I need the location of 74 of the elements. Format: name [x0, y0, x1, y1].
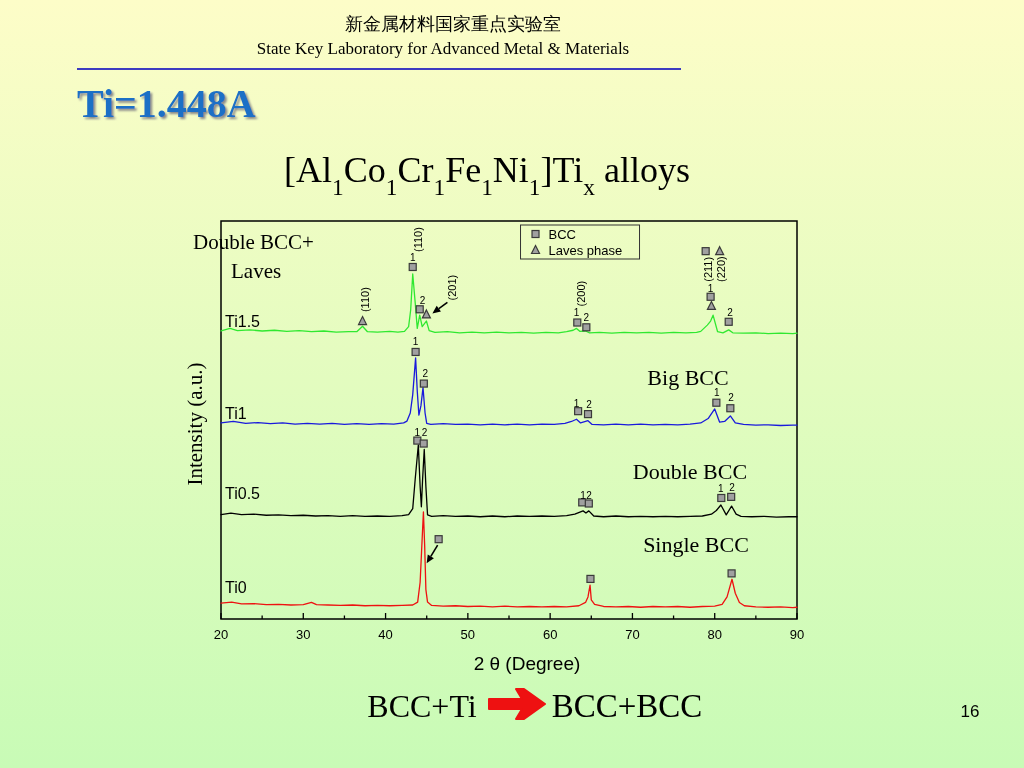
annotation: 2 — [727, 307, 734, 319]
point — [419, 439, 428, 448]
annotation: 1 — [714, 386, 721, 398]
point — [415, 305, 424, 314]
annotation: 2 — [586, 399, 593, 411]
text: BCC+BCC — [551, 688, 703, 724]
x-tick-label: 30 — [296, 627, 311, 642]
point — [727, 569, 736, 578]
point — [584, 499, 593, 508]
point — [712, 398, 721, 407]
point — [717, 493, 726, 503]
annotation: 1 — [580, 490, 587, 502]
point — [408, 262, 417, 272]
x-axis-title: 2 θ (Degree) — [473, 653, 581, 674]
annotation: 1 — [412, 335, 419, 347]
point — [421, 309, 431, 319]
x-tick-label: 90 — [789, 627, 805, 642]
series-label: Ti0.5 — [225, 484, 261, 502]
point — [727, 492, 736, 501]
text: State Key Laboratory for Advanced Metal & Materials — [256, 39, 630, 58]
annotation: 2 — [419, 295, 426, 307]
point — [706, 300, 717, 311]
x-tick-label: 50 — [460, 627, 476, 642]
text: BCC+Ti — [367, 688, 477, 724]
text: Ti=1.448A — [77, 81, 256, 126]
annotation: Single BCC — [643, 532, 749, 557]
point — [411, 347, 420, 357]
point — [434, 535, 443, 544]
series-label: Ti0 — [225, 579, 247, 597]
annotation: (201) — [446, 274, 459, 301]
annotation: (200) — [575, 280, 588, 307]
annotation: 2 — [586, 490, 593, 502]
annotation: (110) — [358, 287, 371, 313]
annotation: Double BCC — [632, 459, 748, 484]
annotation: 1 — [707, 282, 714, 294]
annotation: 1 — [573, 307, 580, 319]
point — [724, 317, 733, 326]
annotation: (211) — [701, 256, 714, 282]
annotation: 2 — [583, 312, 590, 324]
annotation: 1 — [414, 427, 421, 439]
annotation: 2 — [422, 367, 429, 379]
point — [582, 323, 591, 332]
series-label: Ti1.5 — [225, 312, 261, 330]
annotation: 1 — [718, 483, 725, 495]
text: 新金属材料国家重点实验室 — [345, 14, 561, 34]
annotation: (220) — [715, 256, 728, 282]
point — [726, 404, 735, 413]
text: 16 — [960, 702, 980, 721]
series-label: Ti1 — [225, 404, 247, 422]
point — [586, 574, 595, 584]
annotation: 2 — [729, 481, 736, 493]
x-tick-label: 80 — [707, 627, 722, 642]
x-tick-label: 20 — [213, 627, 229, 642]
legend-label: BCC — [548, 227, 576, 242]
annotation: 2 — [728, 392, 735, 404]
point — [715, 246, 725, 256]
point — [413, 436, 422, 445]
annotation: (110) — [411, 227, 424, 252]
legend-label: Laves phase — [548, 243, 623, 258]
annotation: 1 — [573, 398, 580, 410]
point — [706, 292, 715, 301]
point — [701, 247, 710, 256]
annotation: 1 — [409, 252, 416, 264]
x-tick-label: 40 — [378, 627, 393, 642]
y-axis-title: Intensity (a.u.) — [183, 362, 207, 486]
x-tick-label: 60 — [542, 627, 558, 642]
point — [419, 379, 428, 388]
annotation: 2 — [421, 427, 428, 439]
point — [583, 410, 593, 419]
x-tick-label: 70 — [625, 627, 640, 642]
point — [573, 318, 582, 327]
point — [574, 407, 583, 416]
chart-title: [Al$_{1}$Co$_{1}$Cr$_{1}$Fe$_{1}$Ni$_{1}$]Ti$_{x}$ alloys — [284, 150, 690, 200]
point — [357, 315, 368, 326]
